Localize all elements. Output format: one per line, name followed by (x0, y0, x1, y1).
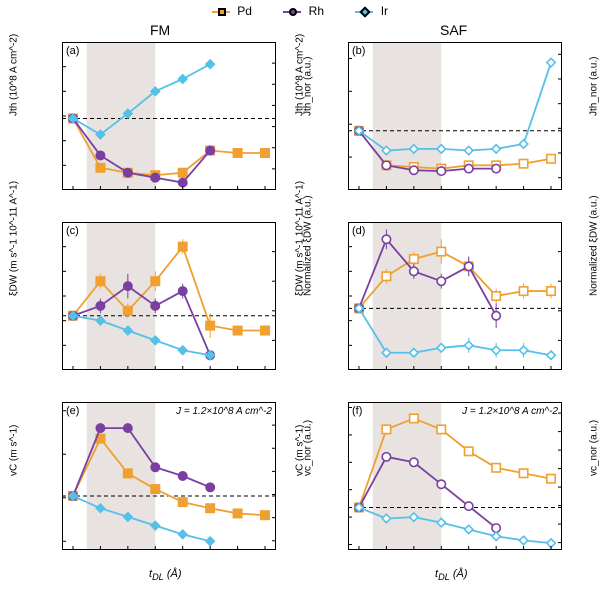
square-marker-icon (212, 11, 230, 13)
x-axis-label: tDL (Å) (435, 568, 468, 582)
panel-c: 05101520253000.511.522.5(c) (62, 222, 276, 370)
legend-label: Pd (237, 4, 252, 18)
panel-b-plot: 00.40.81.21.60.20.611.41.82.2(b) (348, 42, 562, 190)
svg-text:(e): (e) (66, 405, 79, 417)
svg-text:(f): (f) (352, 405, 362, 417)
y-axis-label: vC (m s^-1) (295, 425, 306, 476)
svg-text:(b): (b) (352, 45, 365, 57)
y-axis-label: ξDW (m s^-1 10^-11 A^-1) (295, 181, 306, 296)
panel-b: 00.40.81.21.60.20.611.41.82.2(b) (348, 42, 562, 190)
panel-e: 05010015000.511.522.501234567(e)J = 1.2×… (62, 402, 276, 550)
panel-d-plot: 010203040506000.511.522.5(d) (348, 222, 562, 370)
legend-item-pd: Pd (212, 4, 252, 18)
panel-c-plot: 05101520253000.511.522.5(c) (62, 222, 276, 370)
y-axis-label: ξDW (m s^-1 10^-11 A^-1) (9, 181, 20, 296)
y2-axis-label: Normalized ξDW (a.u.) (589, 195, 600, 296)
legend: Pd Rh Ir (0, 4, 600, 18)
legend-item-rh: Rh (283, 4, 324, 18)
circle-marker-icon (283, 11, 301, 13)
legend-label: Rh (309, 4, 324, 18)
column-title-fm: FM (150, 22, 170, 38)
panel-f: 010020030040050000.511.522.533.501234567… (348, 402, 562, 550)
panel-f-plot: 010020030040050000.511.522.533.501234567… (348, 402, 562, 550)
svg-text:J = 1.2×10^8 A cm^-2: J = 1.2×10^8 A cm^-2 (461, 406, 558, 417)
svg-text:(c): (c) (66, 225, 79, 237)
panel-d: 010203040506000.511.522.5(d) (348, 222, 562, 370)
column-title-saf: SAF (440, 22, 467, 38)
y2-axis-label: Jth_nor (a.u.) (589, 57, 600, 116)
y-axis-label: vC (m s^-1) (9, 425, 20, 476)
svg-text:J = 1.2×10^8 A cm^-2: J = 1.2×10^8 A cm^-2 (175, 406, 272, 417)
x-axis-label: tDL (Å) (149, 568, 182, 582)
legend-label: Ir (381, 4, 388, 18)
panel-e-plot: 05010015000.511.522.501234567(e)J = 1.2×… (62, 402, 276, 550)
svg-text:(d): (d) (352, 225, 365, 237)
y2-axis-label: vc_nor (a.u.) (589, 420, 600, 476)
panel-a: 0.20.40.60.811.20.40.60.811.21.41.6(a) (62, 42, 276, 190)
legend-item-ir: Ir (355, 4, 388, 18)
svg-text:(a): (a) (66, 45, 79, 57)
y-axis-label: Jth (10^8 A cm^-2) (9, 34, 20, 116)
diamond-marker-icon (355, 11, 373, 13)
y-axis-label: Jth (10^8 A cm^-2) (295, 34, 306, 116)
panel-a-plot: 0.20.40.60.811.20.40.60.811.21.41.6(a) (62, 42, 276, 190)
